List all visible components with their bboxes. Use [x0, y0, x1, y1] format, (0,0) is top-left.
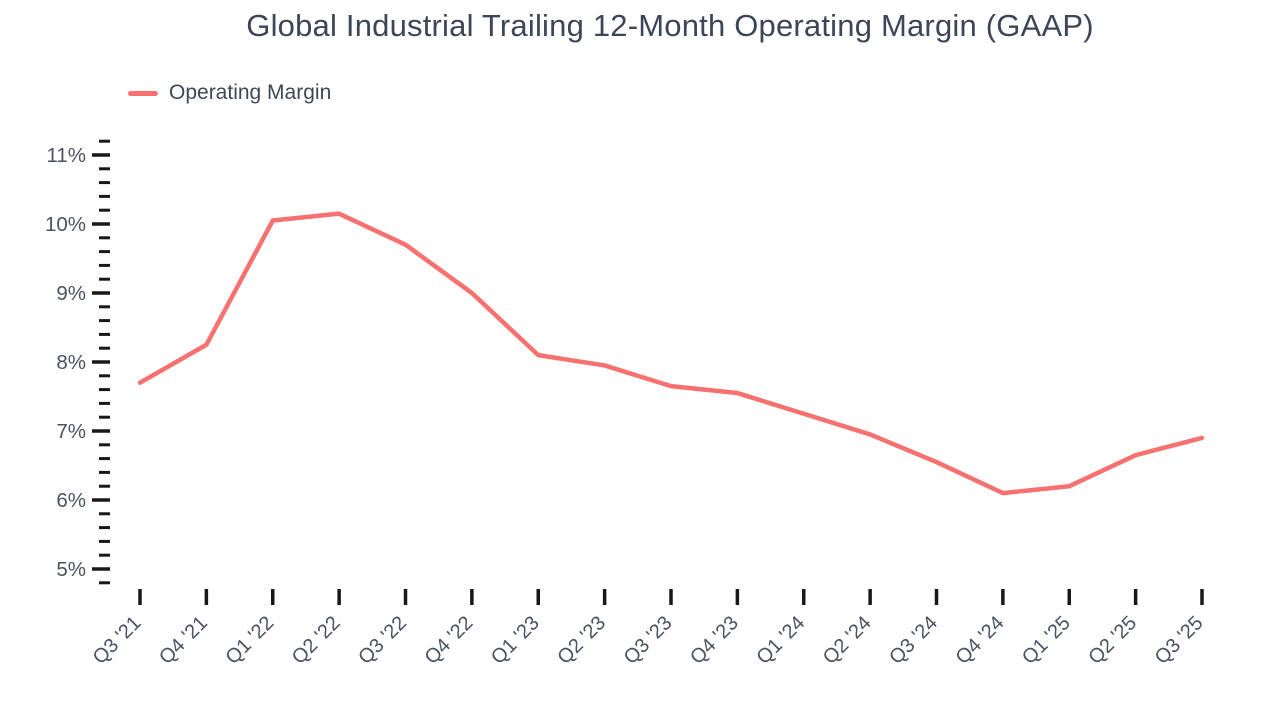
x-axis-label: Q1 '23 [487, 612, 544, 669]
x-axis-label: Q3 '23 [620, 612, 677, 669]
x-axis-label: Q4 '24 [952, 612, 1009, 669]
legend-line-swatch [128, 90, 158, 96]
x-axis-label: Q4 '21 [155, 612, 212, 669]
y-axis-label: 10% [45, 213, 86, 236]
x-axis-label: Q2 '22 [288, 612, 345, 669]
x-axis-label: Q2 '25 [1084, 612, 1141, 669]
y-axis-label: 7% [56, 420, 86, 443]
legend[interactable]: Operating Margin [128, 81, 331, 105]
x-axis-label: Q2 '24 [819, 612, 876, 669]
y-axis-label: 8% [56, 351, 86, 374]
x-axis-label: Q3 '22 [354, 612, 411, 669]
chart-title: Global Industrial Trailing 12-Month Oper… [246, 8, 1094, 43]
x-axis-label: Q2 '23 [553, 612, 610, 669]
x-axis-label: Q4 '23 [686, 612, 743, 669]
y-axis-label: 6% [56, 489, 86, 512]
x-axis-label: Q3 '21 [89, 612, 146, 669]
x-axis-label: Q4 '22 [421, 612, 478, 669]
legend-label: Operating Margin [169, 81, 332, 104]
x-axis-label: Q1 '25 [1018, 612, 1075, 669]
y-axis-label: 11% [46, 144, 86, 167]
y-axis-label: 5% [56, 558, 86, 581]
series-line-operating-margin [137, 211, 1205, 496]
y-axis-label: 9% [56, 282, 86, 305]
x-axis-label: Q3 '24 [885, 612, 942, 669]
x-axis-label: Q3 '25 [1151, 612, 1208, 669]
x-axis-label: Q1 '24 [752, 612, 809, 669]
x-axis-label: Q1 '22 [221, 612, 278, 669]
